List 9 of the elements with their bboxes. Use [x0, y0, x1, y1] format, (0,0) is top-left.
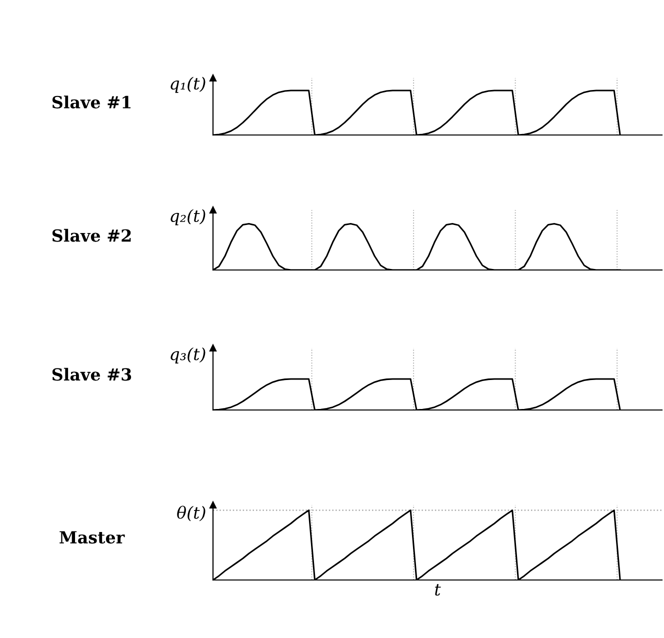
chart-title: Slave #1 [52, 96, 131, 108]
y-axis-title: q₂(t) [170, 209, 206, 226]
y-axis-title: q₁(t) [170, 76, 206, 93]
text: Master [60, 531, 125, 544]
x-axis-title: t [435, 584, 441, 596]
y-axis-title: q₃(t) [170, 347, 206, 364]
chart-title: Slave #3 [52, 368, 132, 381]
chart-title: Slave #2 [52, 228, 131, 242]
y-axis-title: θ(t) [177, 506, 206, 522]
